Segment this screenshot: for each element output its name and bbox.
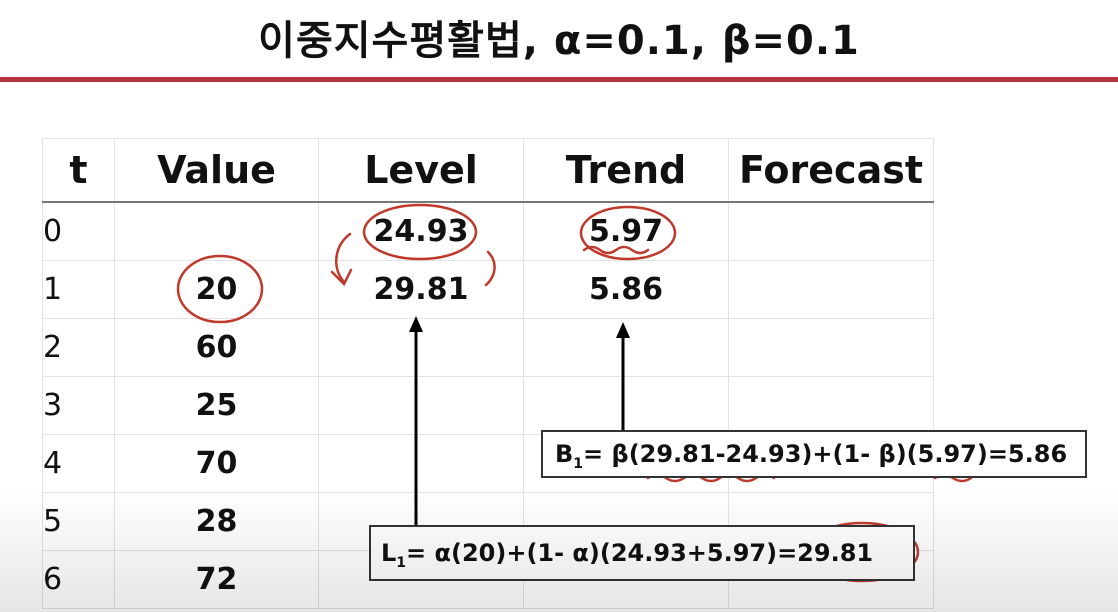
cell-level <box>318 434 524 493</box>
table-row: 2 60 <box>42 318 934 377</box>
trend-formula-subscript: 1 <box>573 455 584 472</box>
cell-value: 25 <box>114 376 319 435</box>
cell-forecast <box>728 376 934 435</box>
cell-value <box>114 201 319 261</box>
data-table: t Value Level Trend Forecast 0 24.93 5.9… <box>42 138 934 609</box>
cell-t: 3 <box>42 376 115 435</box>
header-forecast: Forecast <box>728 138 934 203</box>
table-row: 1 20 29.81 5.86 <box>42 260 934 319</box>
table-row: 0 24.93 5.97 <box>42 201 934 261</box>
level-formula-box: L1= α(20)+(1- α)(24.93+5.97)=29.81 <box>369 525 915 581</box>
cell-forecast <box>728 318 934 377</box>
cell-level: 29.81 <box>318 260 524 319</box>
title-divider <box>0 77 1118 82</box>
level-formula-subscript: 1 <box>396 554 407 571</box>
cell-level <box>318 318 524 377</box>
cell-t: 6 <box>42 550 115 609</box>
cell-t: 5 <box>42 492 115 551</box>
cell-trend <box>523 376 729 435</box>
cell-trend <box>523 318 729 377</box>
level-formula-expression: = α(20)+(1- α)(24.93+5.97)=29.81 <box>406 539 874 567</box>
cell-level: 24.93 <box>318 201 524 261</box>
header-trend: Trend <box>523 138 729 203</box>
table-header-row: t Value Level Trend Forecast <box>42 138 934 203</box>
cell-t: 4 <box>42 434 115 493</box>
cell-t: 2 <box>42 318 115 377</box>
trend-formula-expression: = β(29.81-24.93)+(1- β)(5.97)=5.86 <box>583 440 1068 468</box>
trend-formula-box: B1= β(29.81-24.93)+(1- β)(5.97)=5.86 <box>541 430 1087 478</box>
cell-value: 70 <box>114 434 319 493</box>
trend-formula-symbol: B <box>555 440 574 468</box>
level-formula-symbol: L <box>381 539 397 567</box>
cell-t: 1 <box>42 260 115 319</box>
slide-title: 이중지수평활법, α=0.1, β=0.1 <box>258 18 860 64</box>
cell-value: 28 <box>114 492 319 551</box>
cell-value: 60 <box>114 318 319 377</box>
table-row: 3 25 <box>42 376 934 435</box>
cell-value: 20 <box>114 260 319 319</box>
header-level: Level <box>318 138 524 203</box>
cell-forecast <box>728 201 934 261</box>
cell-trend: 5.86 <box>523 260 729 319</box>
cell-trend: 5.97 <box>523 201 729 261</box>
cell-forecast <box>728 260 934 319</box>
header-value: Value <box>114 138 319 203</box>
cell-value: 72 <box>114 550 319 609</box>
cell-level <box>318 376 524 435</box>
cell-t: 0 <box>42 201 115 261</box>
header-t: t <box>42 138 115 203</box>
